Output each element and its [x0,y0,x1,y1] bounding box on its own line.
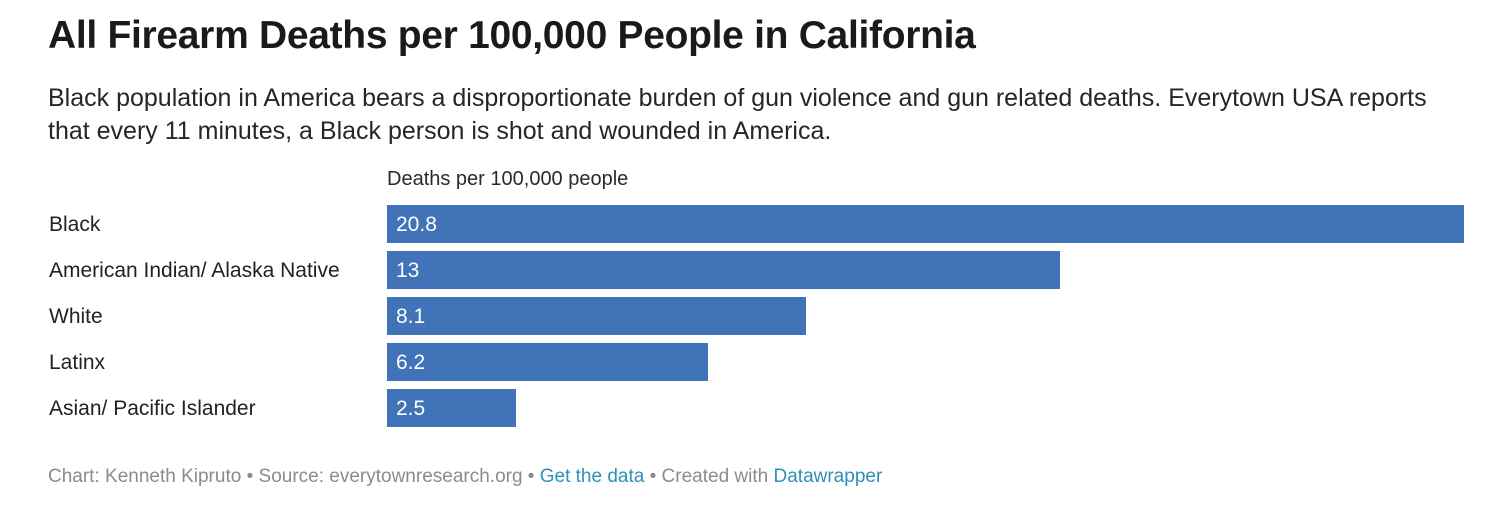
bar-row: Latinx 6.2 [0,343,1500,381]
footer-separator: • [241,466,259,487]
bar-value-label: 13 [396,259,420,282]
chart-credit: Chart: Kenneth Kipruto [48,466,242,487]
bar [387,343,708,381]
datawrapper-link[interactable]: Datawrapper [773,466,883,487]
footer-separator: • [522,466,540,487]
bar-row: Asian/ Pacific Islander 2.5 [0,389,1500,427]
chart-footer: Chart: Kenneth Kipruto • Source: everyto… [48,466,882,488]
created-with-text: Created with [661,466,769,487]
category-label: White [49,305,103,328]
footer-separator: • [644,466,662,487]
value-column-header: Deaths per 100,000 people [387,168,629,190]
chart-title: All Firearm Deaths per 100,000 People in… [48,14,976,57]
category-label: Asian/ Pacific Islander [49,397,256,420]
bar-row: Black 20.8 [0,205,1500,243]
bar-row: White 8.1 [0,297,1500,335]
get-the-data-link[interactable]: Get the data [539,466,645,487]
bar-value-label: 6.2 [396,351,426,374]
category-label: Black [49,213,101,236]
chart-subtitle: Black population in America bears a disp… [48,84,1427,145]
bar-value-label: 2.5 [396,397,426,420]
bar [387,251,1060,289]
category-label: Latinx [49,351,106,374]
category-label: American Indian/ Alaska Native [49,259,340,282]
bar-row: American Indian/ Alaska Native 13 [0,251,1500,289]
bar [387,205,1464,243]
bar-chart: Black 20.8 American Indian/ Alaska Native 1… [0,200,1500,440]
source-text: Source: everytownresearch.org [258,466,523,487]
bar [387,297,806,335]
bar-value-label: 8.1 [396,305,426,328]
bar [387,389,516,427]
bar-value-label: 20.8 [396,213,437,236]
